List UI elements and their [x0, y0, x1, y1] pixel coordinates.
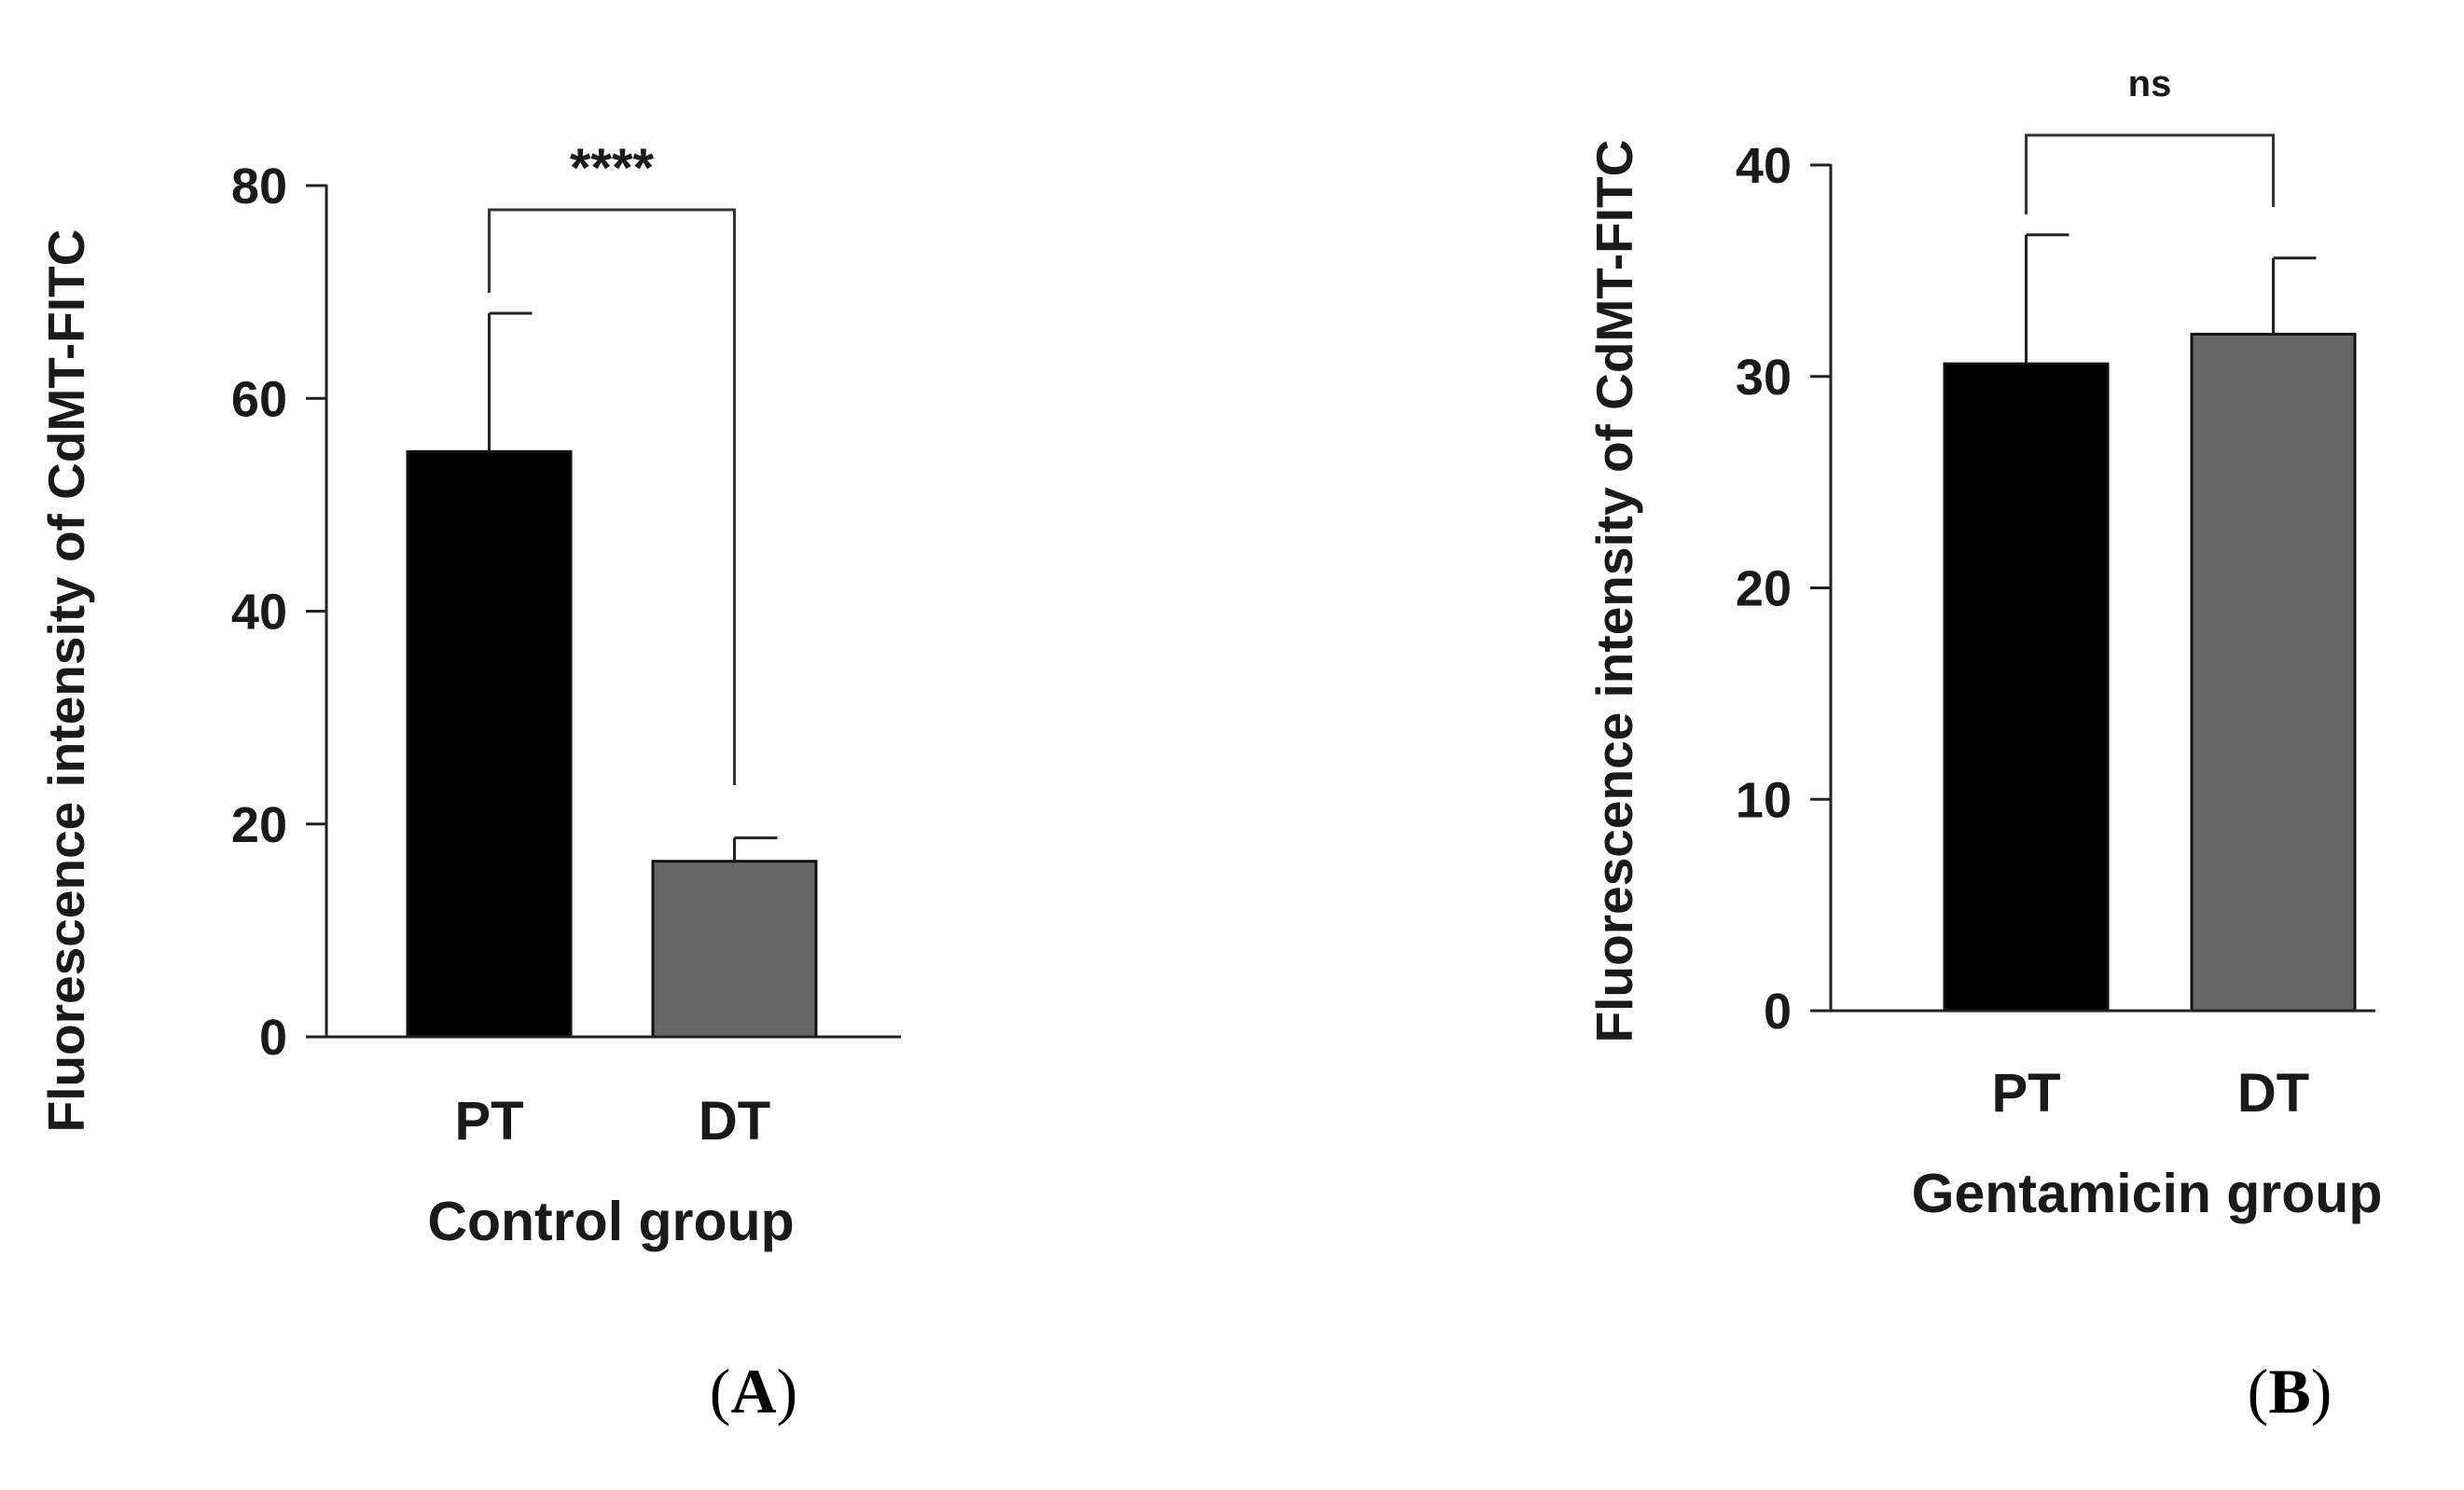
- panel-b-category-labels: PT DT: [1991, 1063, 2309, 1124]
- panel-b-bar-pt: [1943, 362, 2110, 1013]
- panel-b-y-axis-label: Fluorescence intensity of CdMT-FITC: [1585, 140, 1643, 1043]
- panel-b-y-ticks: 0 10 20 30 40: [1736, 138, 1831, 1040]
- panel-a-error-bars: [488, 311, 778, 862]
- panel-a-y-tick-label-0: 0: [259, 1010, 287, 1066]
- panel-b-y-tick-label-40: 40: [1736, 138, 1792, 194]
- panel-b-significance-line: [2025, 133, 2275, 214]
- panel-a-significance-bracket: ****: [488, 138, 736, 785]
- panel-b-bars: [1943, 332, 2357, 1013]
- panel-a-y-axis-label: Fluorescence intensity of CdMT-FITC: [37, 229, 95, 1133]
- panel-a-y-tick-label-40: 40: [231, 585, 287, 641]
- panel-b-category-label-pt: PT: [1991, 1063, 2060, 1124]
- panel-a-bar-pt: [406, 449, 573, 1039]
- panel-a-significance-line: [488, 208, 736, 785]
- panel-a-bar-dt: [651, 860, 818, 1039]
- panel-a-y-tick-label-80: 80: [231, 159, 287, 214]
- panel-b-y-tick-label-0: 0: [1764, 984, 1792, 1040]
- panel-b-category-label-dt: DT: [2237, 1063, 2309, 1124]
- panel-a-x-axis-label: Control group: [427, 1191, 794, 1252]
- panel-b-y-tick-label-10: 10: [1736, 772, 1792, 828]
- panel-a-y-tick-label-20: 20: [231, 797, 287, 853]
- panel-b-y-tick-label-20: 20: [1736, 561, 1792, 617]
- panel-b: 0 10 20 30 40 PT DT ns Fluorescence intensity…: [1585, 63, 2382, 1427]
- panel-b-y-tick-label-30: 30: [1736, 350, 1792, 406]
- panel-b-label: (B): [2248, 1356, 2332, 1427]
- panel-a-y-tick-label-60: 60: [231, 371, 287, 427]
- panel-a: 0 20 40 60 80 PT DT **** Fluorescence intensi…: [37, 138, 901, 1427]
- panel-a-significance-label: ****: [570, 138, 655, 199]
- panel-b-significance-label: ns: [2128, 63, 2172, 104]
- panel-b-x-axis-label: Gentamicin group: [1912, 1163, 2383, 1224]
- panel-b-letter: B: [2268, 1356, 2310, 1427]
- panel-a-category-labels: PT DT: [454, 1091, 770, 1152]
- panel-a-bars: [406, 449, 818, 1039]
- panel-b-significance-bracket: ns: [2025, 63, 2275, 214]
- panel-a-letter: A: [730, 1356, 776, 1427]
- panel-a-category-label-dt: DT: [699, 1091, 770, 1152]
- panel-a-label: (A): [710, 1356, 797, 1427]
- panel-b-bar-dt: [2190, 332, 2357, 1013]
- panel-a-category-label-pt: PT: [454, 1091, 523, 1152]
- panel-a-y-ticks: 0 20 40 60 80: [231, 159, 326, 1066]
- panel-b-error-bars: [2025, 233, 2317, 365]
